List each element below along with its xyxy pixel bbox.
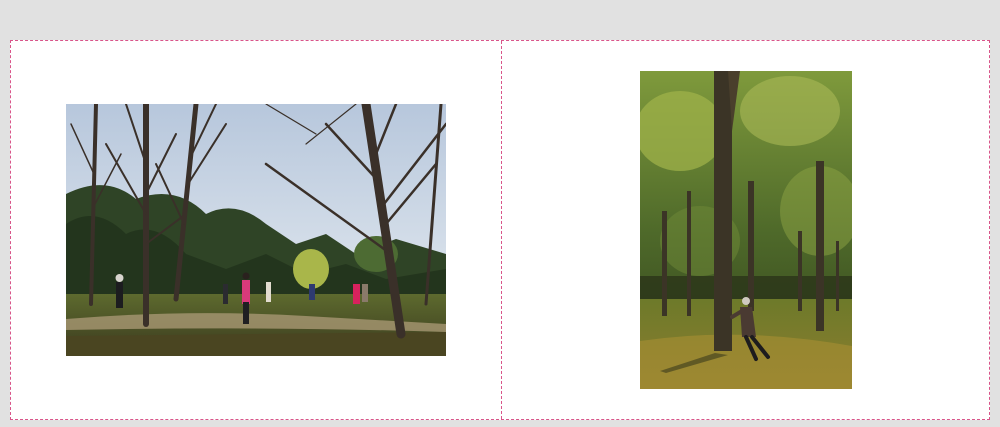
- spread-fold-guide: [501, 41, 502, 419]
- right-photo-frame[interactable]: [640, 71, 852, 389]
- left-photo-image: [66, 104, 446, 356]
- right-photo-image: [640, 71, 852, 389]
- page-spread: [10, 40, 990, 420]
- left-photo-frame[interactable]: [66, 104, 446, 356]
